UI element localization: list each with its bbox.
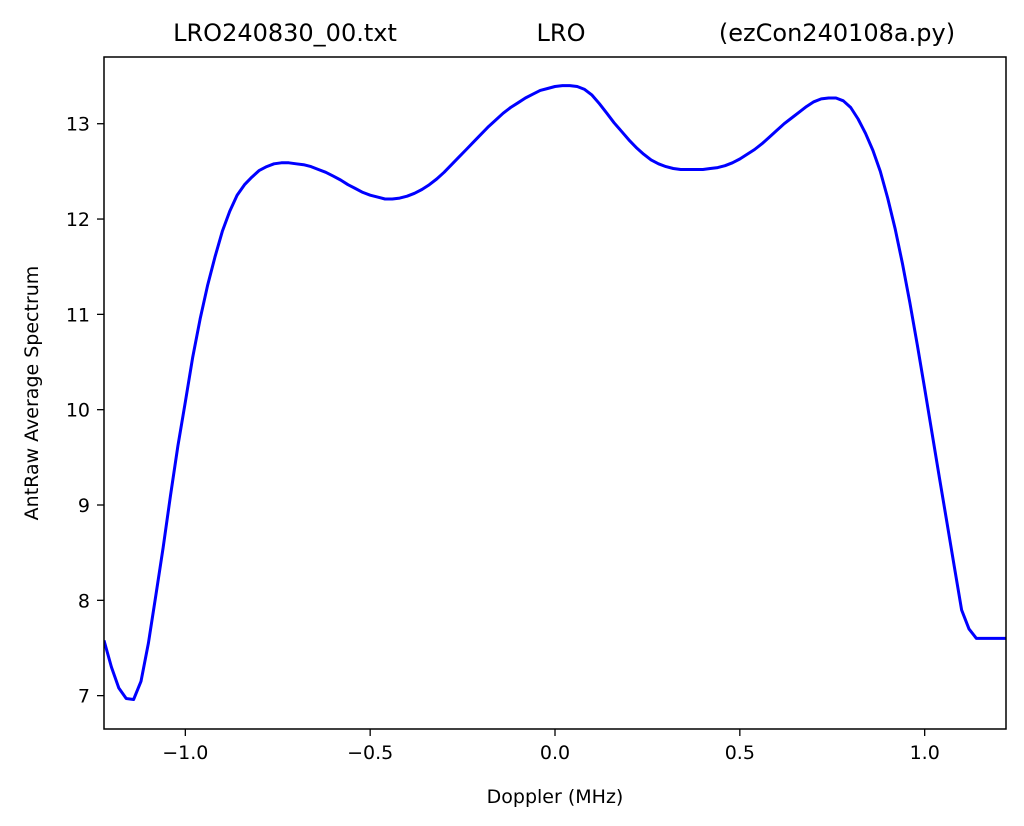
x-tick-label: −1.0 xyxy=(162,742,208,764)
y-tick-label: 7 xyxy=(78,686,90,708)
chart-title-center: LRO xyxy=(537,19,586,47)
chart-title-left: LRO240830_00.txt xyxy=(173,19,397,47)
series-layer xyxy=(104,84,1006,701)
y-axis: 7 8 9 10 11 12 13 xyxy=(66,114,104,708)
y-tick-label: 9 xyxy=(78,495,90,517)
y-tick-label: 11 xyxy=(66,304,90,326)
chart-title-right: (ezCon240108a.py) xyxy=(719,19,955,47)
y-tick-label: 12 xyxy=(66,209,90,231)
x-tick-label: 0.5 xyxy=(725,742,755,764)
y-tick-label: 13 xyxy=(66,114,90,136)
y-tick-label: 8 xyxy=(78,590,90,612)
x-tick-label: 1.0 xyxy=(910,742,940,764)
x-axis: −1.0 −0.5 0.0 0.5 1.0 xyxy=(162,729,940,764)
y-tick-label: 10 xyxy=(66,400,90,422)
x-tick-label: −0.5 xyxy=(347,742,393,764)
series-line xyxy=(104,84,1006,701)
x-tick-label: 0.0 xyxy=(540,742,570,764)
x-axis-label: Doppler (MHz) xyxy=(487,786,624,808)
y-axis-label: AntRaw Average Spectrum xyxy=(21,266,43,521)
